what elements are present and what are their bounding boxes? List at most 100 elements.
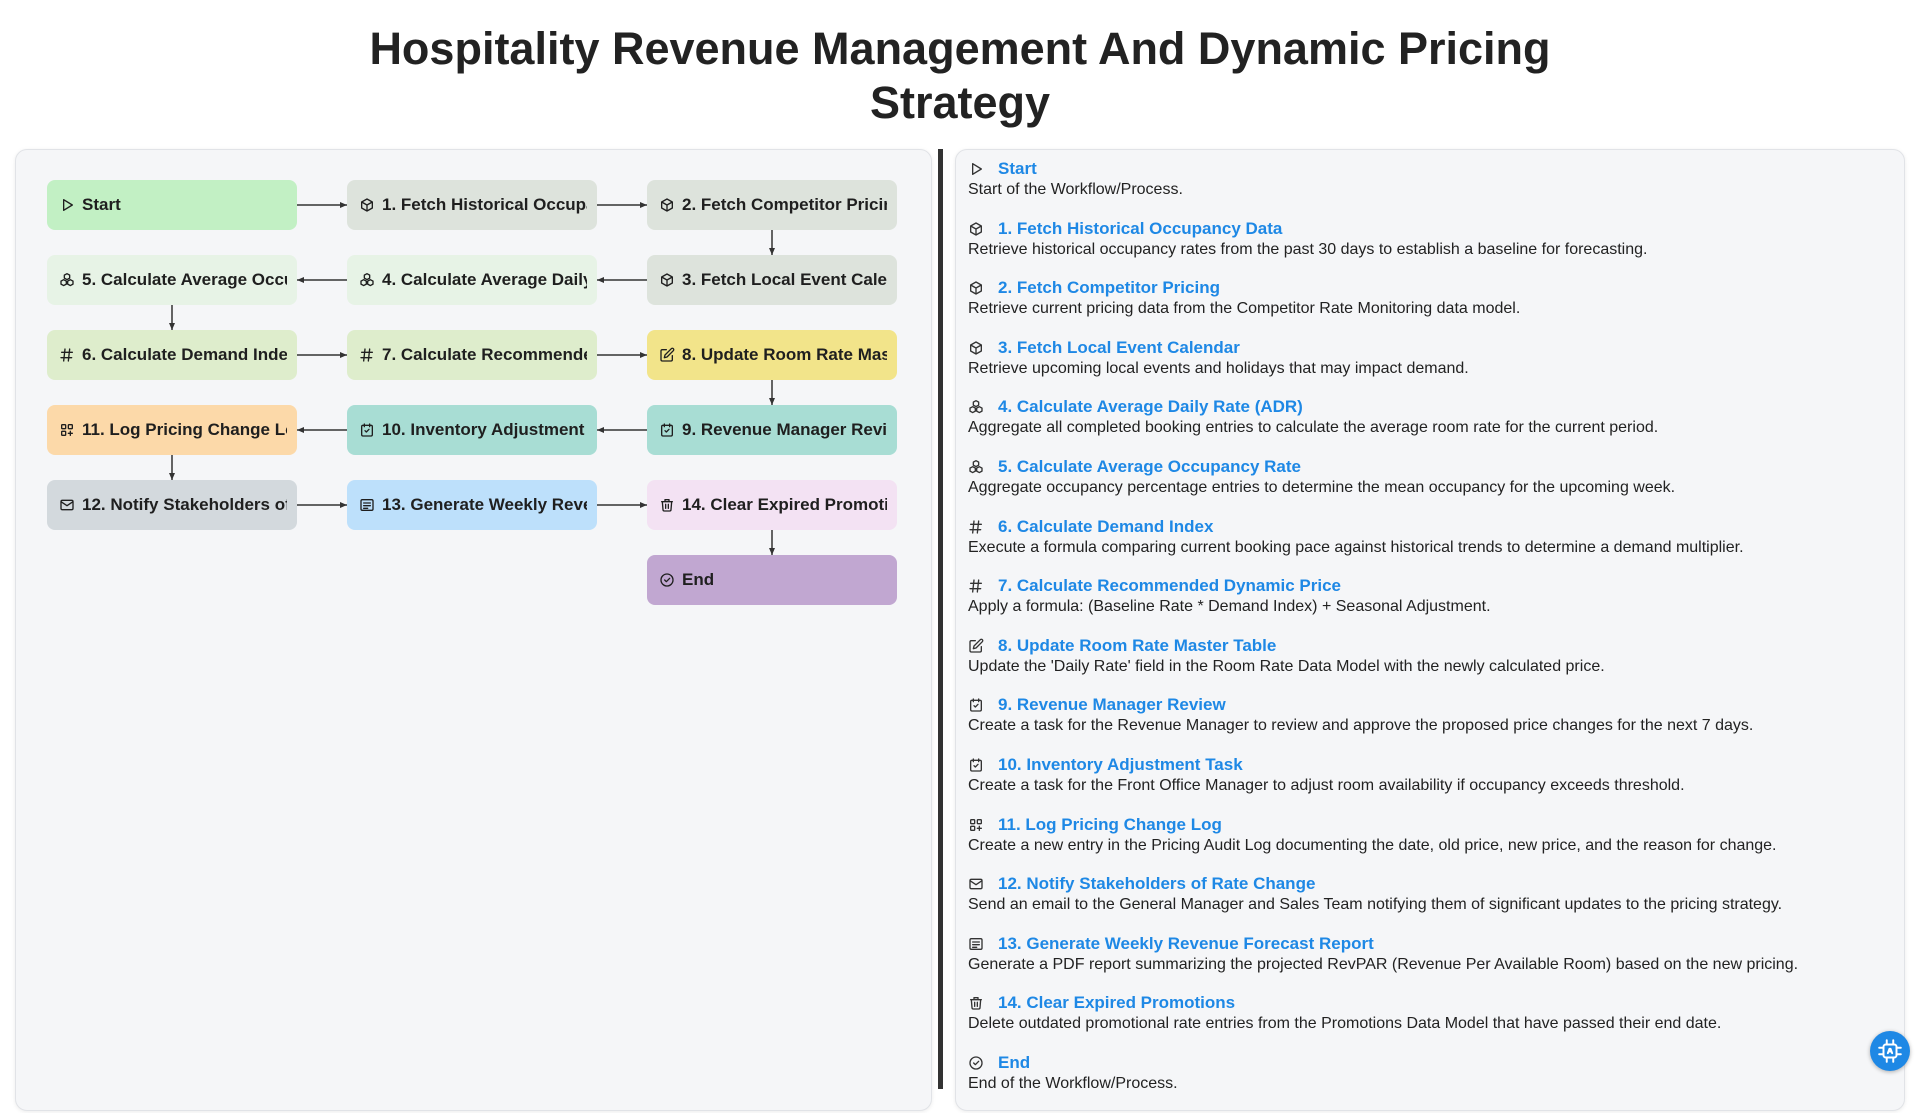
task-icon (968, 697, 984, 713)
step-item: 12. Notify Stakeholders of Rate Change Se… (968, 874, 1888, 934)
step-title-link[interactable]: 3. Fetch Local Event Calendar (998, 337, 1240, 357)
node-n14[interactable]: 14. Clear Expired Promotions (647, 480, 897, 530)
step-item: 8. Update Room Rate Master Table Update t… (968, 636, 1888, 696)
node-n5[interactable]: 5. Calculate Average Occupancy Rate (47, 255, 297, 305)
step-description: End of the Workflow/Process. (968, 1074, 1178, 1092)
step-description: Aggregate occupancy percentage entries t… (968, 478, 1676, 496)
chip-icon (1877, 1038, 1903, 1064)
step-title-link[interactable]: 1. Fetch Historical Occupancy Data (998, 218, 1283, 238)
node-label: 4. Calculate Average Daily Rate (ADR) (382, 270, 587, 289)
step-description: Apply a formula: (Baseline Rate * Demand… (968, 598, 1491, 616)
step-item: 6. Calculate Demand Index Execute a formu… (968, 517, 1888, 577)
cubes-icon (359, 272, 375, 288)
page-title: Hospitality Revenue Management And Dynam… (369, 23, 1551, 128)
node-n12[interactable]: 12. Notify Stakeholders of Rate Change (47, 480, 297, 530)
step-item: 4. Calculate Average Daily Rate (ADR) Agg… (968, 397, 1888, 457)
cube-icon (359, 197, 375, 213)
node-label: 7. Calculate Recommended Dynamic Price (382, 345, 587, 364)
step-item: Start Start of the Workflow/Process. (968, 159, 1888, 219)
check-circle-icon (968, 1055, 984, 1071)
grid-plus-icon (59, 422, 75, 438)
step-description: Send an email to the General Manager and… (968, 896, 1783, 914)
node-label: 2. Fetch Competitor Pricing (682, 195, 887, 214)
step-description: Create a task for the Front Office Manag… (968, 776, 1685, 794)
mail-icon (968, 876, 984, 892)
node-label: 14. Clear Expired Promotions (682, 495, 887, 514)
cube-icon (968, 221, 984, 237)
step-title-link[interactable]: 13. Generate Weekly Revenue Forecast Rep… (998, 933, 1374, 953)
node-n6[interactable]: 6. Calculate Demand Index (47, 330, 297, 380)
node-label: 12. Notify Stakeholders of Rate Change (82, 495, 287, 514)
formula-icon (968, 578, 984, 594)
grid-plus-icon (968, 817, 984, 833)
node-n2[interactable]: 2. Fetch Competitor Pricing (647, 180, 897, 230)
cube-icon (968, 340, 984, 356)
step-title-link[interactable]: 7. Calculate Recommended Dynamic Price (998, 576, 1341, 596)
node-n4[interactable]: 4. Calculate Average Daily Rate (ADR) (347, 255, 597, 305)
play-icon (968, 161, 984, 177)
step-title-link[interactable]: 5. Calculate Average Occupancy Rate (998, 456, 1301, 476)
node-label: 3. Fetch Local Event Calendar (682, 270, 887, 289)
node-n13[interactable]: 13. Generate Weekly Revenue Forecast Rep… (347, 480, 597, 530)
node-start[interactable]: Start (47, 180, 297, 230)
node-n11[interactable]: 11. Log Pricing Change Log (47, 405, 297, 455)
step-title-link[interactable]: 8. Update Room Rate Master Table (998, 635, 1277, 655)
node-label: Start (82, 195, 121, 214)
node-n8[interactable]: 8. Update Room Rate Master Table (647, 330, 897, 380)
node-n9[interactable]: 9. Revenue Manager Review (647, 405, 897, 455)
cube-icon (659, 272, 675, 288)
cubes-icon (59, 272, 75, 288)
step-title-link[interactable]: 9. Revenue Manager Review (998, 695, 1226, 715)
steps-list: Start Start of the Workflow/Process. 1. Fe… (968, 159, 1888, 1113)
panel-divider[interactable] (938, 149, 943, 1089)
step-item: 2. Fetch Competitor Pricing Retrieve curr… (968, 278, 1888, 338)
step-item: 9. Revenue Manager Review Create a task f… (968, 695, 1888, 755)
report-icon (359, 497, 375, 513)
node-n7[interactable]: 7. Calculate Recommended Dynamic Price (347, 330, 597, 380)
step-title-link[interactable]: Start (998, 159, 1037, 178)
step-description: Update the 'Daily Rate' field in the Roo… (968, 657, 1605, 675)
node-n10[interactable]: 10. Inventory Adjustment Task (347, 405, 597, 455)
step-title-link[interactable]: 10. Inventory Adjustment Task (998, 754, 1243, 774)
step-item: 7. Calculate Recommended Dynamic Price Ap… (968, 576, 1888, 636)
flowchart-panel (15, 149, 932, 1111)
node-n1[interactable]: 1. Fetch Historical Occupancy Data (347, 180, 597, 230)
node-label: 11. Log Pricing Change Log (82, 420, 287, 439)
step-item: 3. Fetch Local Event Calendar Retrieve up… (968, 338, 1888, 398)
cubes-icon (968, 399, 984, 415)
mail-icon (59, 497, 75, 513)
cubes-icon (968, 459, 984, 475)
task-icon (968, 757, 984, 773)
report-icon (968, 936, 984, 952)
node-label: 10. Inventory Adjustment Task (382, 420, 587, 439)
node-label: End (682, 570, 715, 589)
node-end[interactable]: End (647, 555, 897, 605)
step-item: 10. Inventory Adjustment Task Create a ta… (968, 755, 1888, 815)
step-title-link[interactable]: 12. Notify Stakeholders of Rate Change (998, 874, 1316, 894)
step-description: Generate a PDF report summarizing the pr… (968, 955, 1799, 973)
step-title-link[interactable]: 2. Fetch Competitor Pricing (998, 278, 1220, 298)
node-label: 1. Fetch Historical Occupancy Data (382, 195, 587, 214)
task-icon (659, 422, 675, 438)
step-item: 5. Calculate Average Occupancy Rate Aggre… (968, 457, 1888, 517)
step-item: End End of the Workflow/Process. (968, 1053, 1888, 1113)
step-description: Execute a formula comparing current book… (968, 538, 1744, 556)
formula-icon (359, 347, 375, 363)
play-icon (59, 197, 75, 213)
step-title-link[interactable]: 4. Calculate Average Daily Rate (ADR) (998, 397, 1303, 417)
step-description: Aggregate all completed booking entries … (968, 419, 1659, 437)
step-title-link[interactable]: 14. Clear Expired Promotions (998, 993, 1236, 1013)
edit-icon (968, 638, 984, 654)
step-description: Retrieve upcoming local events and holid… (968, 359, 1469, 377)
step-title-link[interactable]: End (998, 1052, 1031, 1072)
cube-icon (659, 197, 675, 213)
node-label: 5. Calculate Average Occupancy Rate (82, 270, 287, 289)
assistant-button[interactable] (1870, 1031, 1910, 1071)
step-item: 13. Generate Weekly Revenue Forecast Rep… (968, 934, 1888, 994)
step-description: Delete outdated promotional rate entries… (968, 1015, 1722, 1033)
step-description: Retrieve historical occupancy rates from… (968, 240, 1648, 258)
node-label: 9. Revenue Manager Review (682, 420, 887, 439)
step-title-link[interactable]: 6. Calculate Demand Index (998, 516, 1214, 536)
node-n3[interactable]: 3. Fetch Local Event Calendar (647, 255, 897, 305)
step-title-link[interactable]: 11. Log Pricing Change Log (998, 814, 1222, 834)
